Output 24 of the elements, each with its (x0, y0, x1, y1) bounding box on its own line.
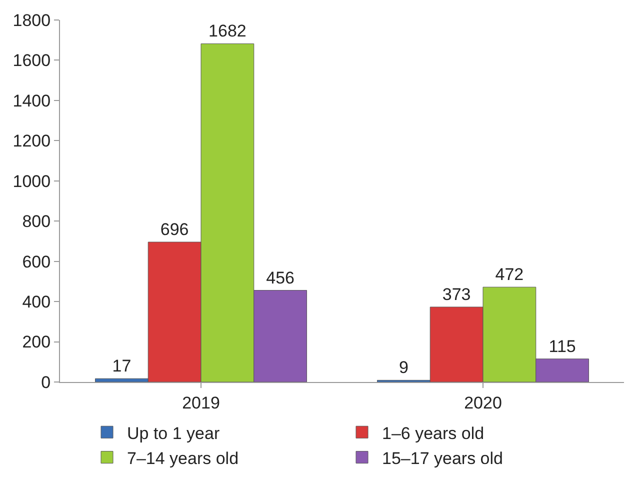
data-label: 373 (442, 284, 471, 304)
y-tick-label: 1000 (12, 172, 51, 191)
x-tick-label: 2019 (182, 393, 220, 412)
data-label: 472 (495, 265, 524, 284)
data-label: 115 (548, 336, 576, 356)
data-label: 456 (266, 268, 295, 288)
y-tick-label: 1600 (12, 51, 51, 70)
y-tick-label: 800 (22, 212, 51, 232)
legend-label: 7–14 years old (127, 448, 239, 468)
y-tick-label: 200 (22, 332, 51, 352)
legend-label: 15–17 years old (382, 448, 503, 468)
x-tick-label: 2020 (464, 393, 502, 412)
y-tick-label: 600 (22, 252, 51, 272)
y-tick-label: 1200 (12, 132, 51, 151)
data-label: 17 (112, 356, 132, 376)
y-tick-label: 400 (22, 292, 51, 312)
data-label: 1682 (208, 22, 246, 41)
legend-label: Up to 1 year (127, 424, 220, 443)
data-label: 696 (160, 220, 189, 240)
y-tick-label: 0 (41, 372, 51, 392)
data-label: 9 (398, 358, 408, 378)
y-tick-label: 1400 (12, 91, 51, 110)
legend-label: 1–6 years old (382, 424, 484, 443)
y-tick-label: 1800 (12, 10, 51, 30)
